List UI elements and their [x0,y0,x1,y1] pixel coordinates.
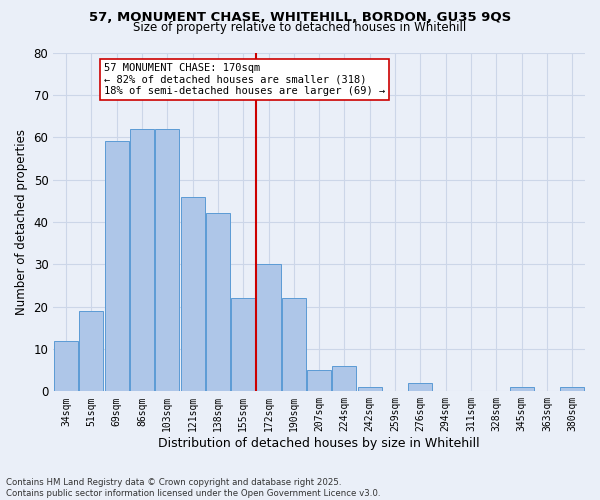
Bar [130,128,154,392]
Bar [358,387,382,392]
Bar [409,383,433,392]
Bar [282,298,306,392]
X-axis label: Distribution of detached houses by size in Whitehill: Distribution of detached houses by size … [158,437,480,450]
Text: 57, MONUMENT CHASE, WHITEHILL, BORDON, GU35 9QS: 57, MONUMENT CHASE, WHITEHILL, BORDON, G… [89,11,511,24]
Bar [206,214,230,392]
Bar [231,298,255,392]
Bar [560,387,584,392]
Text: 57 MONUMENT CHASE: 170sqm
← 82% of detached houses are smaller (318)
18% of semi: 57 MONUMENT CHASE: 170sqm ← 82% of detac… [104,63,385,96]
Bar [155,128,179,392]
Bar [181,196,205,392]
Bar [332,366,356,392]
Bar [104,142,128,392]
Bar [256,264,281,392]
Title: 57, MONUMENT CHASE, WHITEHILL, BORDON, GU35 9QS
Size of property relative to det: 57, MONUMENT CHASE, WHITEHILL, BORDON, G… [0,499,1,500]
Bar [54,340,78,392]
Y-axis label: Number of detached properties: Number of detached properties [15,129,28,315]
Text: Contains HM Land Registry data © Crown copyright and database right 2025.
Contai: Contains HM Land Registry data © Crown c… [6,478,380,498]
Bar [79,311,103,392]
Text: Size of property relative to detached houses in Whitehill: Size of property relative to detached ho… [133,22,467,35]
Bar [307,370,331,392]
Bar [509,387,534,392]
